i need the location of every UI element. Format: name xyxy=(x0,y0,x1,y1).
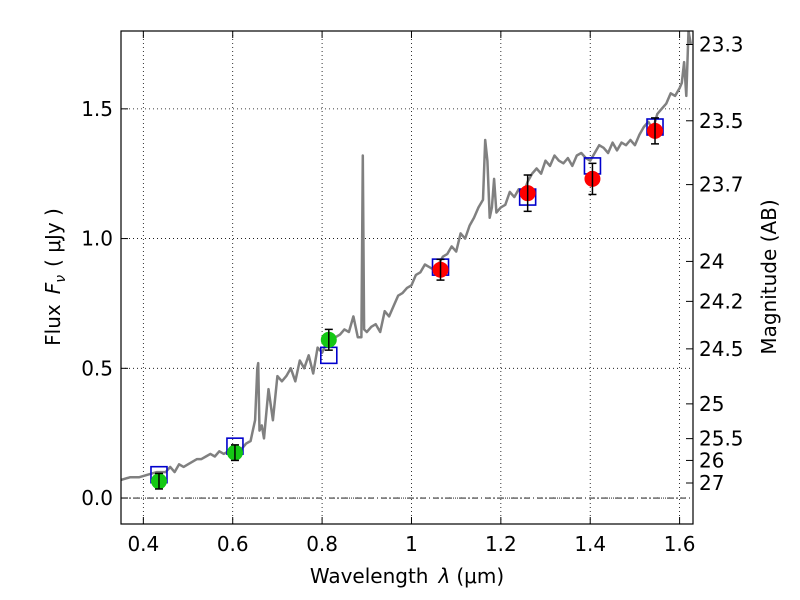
mag-tick-label: 24.2 xyxy=(699,289,744,313)
mag-tick-label: 23.3 xyxy=(699,32,744,56)
mag-tick-label: 27 xyxy=(699,471,724,495)
mag-tick-label: 25.5 xyxy=(699,427,744,451)
y-tick-label: 0.5 xyxy=(81,356,113,380)
x-tick-label: 0.4 xyxy=(127,532,159,556)
plot-frame xyxy=(120,30,694,525)
y-axis-label: FluxFν( μJy ) xyxy=(41,208,69,346)
grid xyxy=(121,31,693,524)
x-tick-label: 0.6 xyxy=(217,532,249,556)
y2-axis-label: Magnitude (AB) xyxy=(757,199,781,354)
mag-tick-label: 24.5 xyxy=(699,337,744,361)
x-tick-label: 1 xyxy=(405,532,418,556)
mag-tick-label: 26 xyxy=(699,448,724,472)
x-tick-label: 1.2 xyxy=(485,532,517,556)
mag-tick-label: 24 xyxy=(699,249,724,273)
markers-layer xyxy=(150,117,664,490)
axis-ticks: 0.4 0.6 0.8 1 1.2 1.4 1.6 0.0 0.5 1.0 1.5 23.3 23.5 2… xyxy=(81,31,744,556)
y-tick-label: 1.5 xyxy=(81,97,113,121)
x-tick-label: 0.8 xyxy=(306,532,338,556)
x-tick-label: 1.4 xyxy=(574,532,606,556)
mag-tick-label: 25 xyxy=(699,392,724,416)
y-tick-label: 1.0 xyxy=(81,227,113,251)
x-tick-label: 1.6 xyxy=(664,532,696,556)
mag-tick-label: 23.5 xyxy=(699,109,744,133)
y-tick-label: 0.0 xyxy=(81,486,113,510)
x-axis-label: Wavelength λ (μm) xyxy=(310,564,504,588)
mag-tick-label: 23.7 xyxy=(699,173,744,197)
